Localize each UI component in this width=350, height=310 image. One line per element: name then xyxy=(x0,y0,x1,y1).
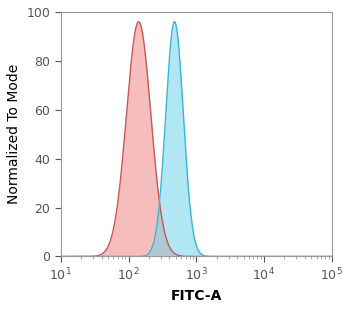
X-axis label: FITC-A: FITC-A xyxy=(170,289,222,303)
Y-axis label: Normalized To Mode: Normalized To Mode xyxy=(7,64,21,204)
